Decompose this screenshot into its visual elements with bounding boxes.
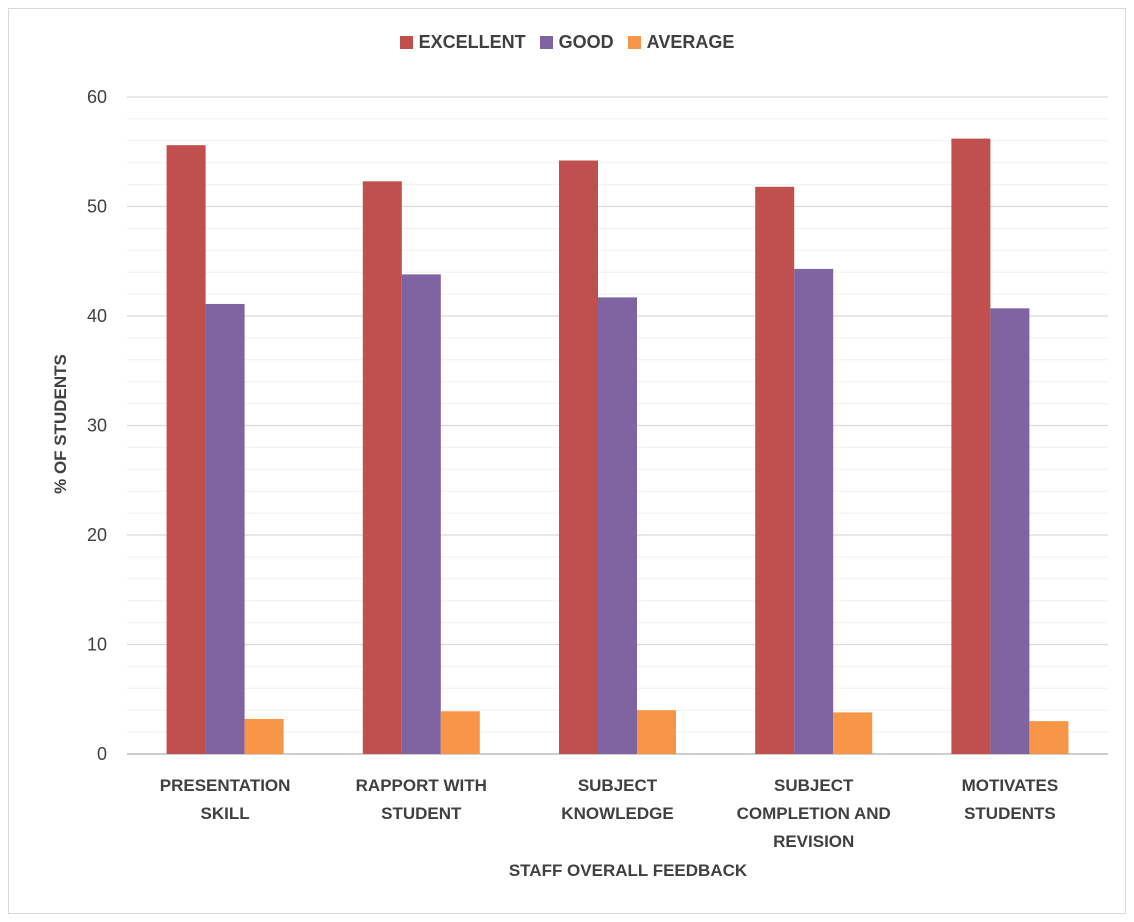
bar-good: [205, 303, 245, 754]
x-category-label: PRESENTATION SKILL: [160, 776, 291, 823]
x-category-label: MOTIVATES STUDENTS: [962, 776, 1059, 823]
bar-excellent: [951, 138, 991, 755]
legend-label-good: GOOD: [558, 32, 614, 52]
legend-swatch-good: [539, 36, 553, 49]
bar-average: [244, 718, 284, 754]
bars: [166, 138, 1069, 755]
y-tick-label: 10: [87, 635, 107, 655]
legend-swatch-average: [627, 36, 641, 49]
x-category-labels: PRESENTATION SKILL RAPPORT WITH STUDENT SUBJ…: [160, 776, 1058, 851]
y-tick-label: 40: [87, 306, 107, 326]
x-axis-title: STAFF OVERALL FEEDBACK: [509, 861, 748, 880]
bar-excellent: [755, 186, 795, 755]
bar-good: [794, 268, 834, 754]
y-tick-labels: 0 10 20 30 40 50 60: [87, 87, 107, 764]
bar-average: [637, 710, 676, 754]
bar-excellent: [166, 145, 206, 754]
y-tick-label: 20: [87, 525, 107, 545]
y-tick-label: 30: [87, 416, 107, 436]
legend-label-excellent: EXCELLENT: [418, 32, 526, 52]
bar-excellent: [362, 181, 402, 754]
bar-average: [1029, 721, 1069, 754]
y-axis-title: % OF STUDENTS: [51, 354, 70, 494]
legend-item-good: GOOD: [539, 32, 614, 53]
legend-item-excellent: EXCELLENT: [399, 32, 526, 53]
bar-average: [833, 712, 873, 754]
x-category-label: SUBJECT COMPLETION AND REVISION: [737, 776, 891, 851]
y-tick-label: 60: [87, 87, 107, 107]
y-tick-label: 0: [97, 744, 107, 764]
bar-excellent: [559, 160, 598, 754]
x-category-label: SUBJECT KNOWLEDGE: [561, 776, 673, 823]
bar-good: [598, 297, 637, 754]
legend: EXCELLENT GOOD AVERAGE: [0, 32, 1134, 53]
y-tick-label: 50: [87, 197, 107, 217]
legend-swatch-excellent: [399, 36, 413, 49]
legend-label-average: AVERAGE: [646, 32, 735, 52]
bar-good: [990, 308, 1030, 754]
x-category-label: RAPPORT WITH STUDENT: [356, 776, 487, 823]
bar-good: [401, 274, 441, 754]
legend-item-average: AVERAGE: [627, 32, 735, 53]
bar-average: [440, 711, 480, 754]
